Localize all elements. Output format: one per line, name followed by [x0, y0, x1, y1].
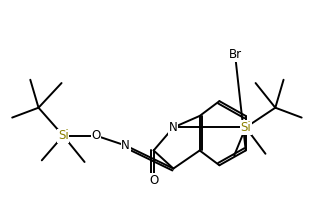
Text: O: O — [92, 129, 101, 142]
Text: O: O — [149, 174, 158, 186]
Text: Si: Si — [240, 121, 251, 134]
Text: Br: Br — [229, 48, 242, 61]
Text: N: N — [121, 139, 130, 152]
Text: N: N — [169, 121, 178, 134]
Text: Si: Si — [58, 129, 69, 142]
